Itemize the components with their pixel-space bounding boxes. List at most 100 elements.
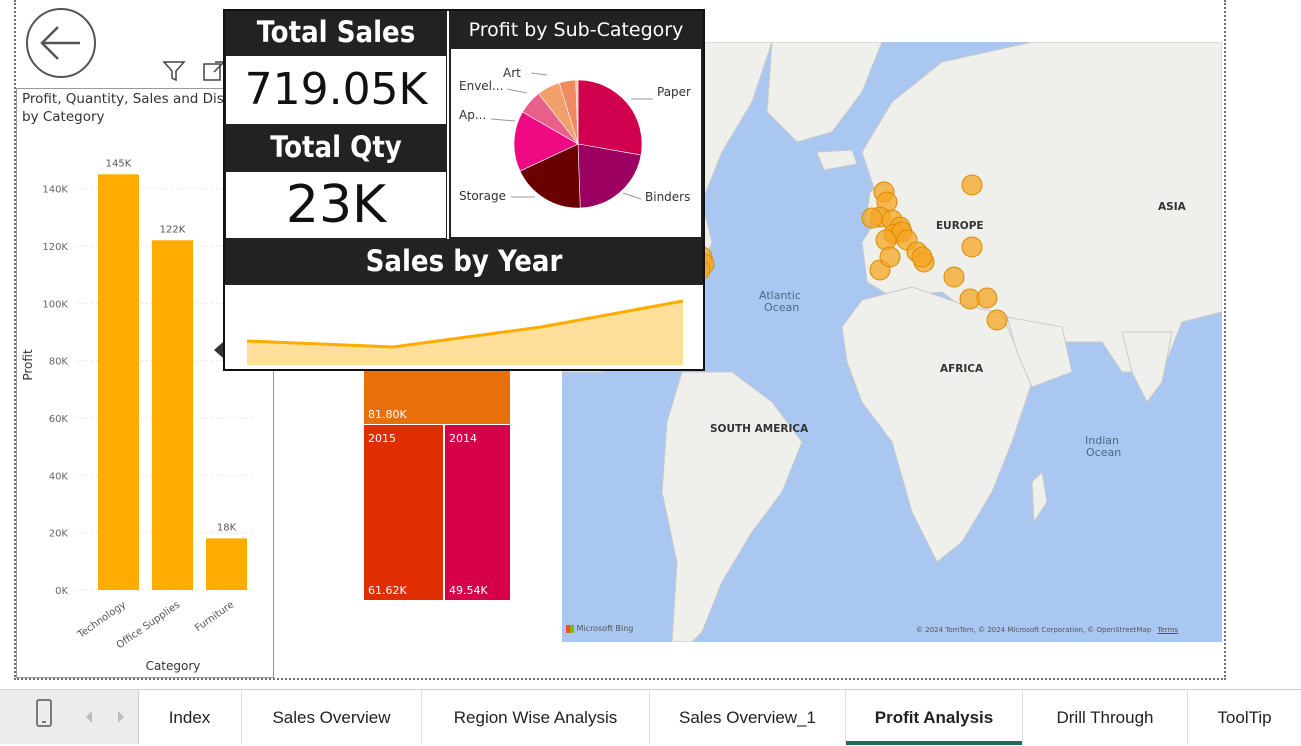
map-label-atlantic-ocean: Ocean xyxy=(764,301,800,314)
sales-by-year-chart xyxy=(246,299,684,365)
y-tick-label: 100K xyxy=(42,299,68,310)
pie-label: Binders xyxy=(645,190,690,204)
sales-area xyxy=(247,301,683,365)
treemap-cell-value: 61.62K xyxy=(368,584,407,597)
tab-sales-overview[interactable]: Sales Overview xyxy=(242,690,422,744)
sales-by-year-title: Sales by Year xyxy=(365,244,563,278)
bar-chart-title: Profit, Quantity, Sales and Dis by Categ… xyxy=(22,90,232,126)
treemap-cell-label: 2015 xyxy=(368,432,396,445)
x-tick-label: Furniture xyxy=(193,599,236,634)
y-tick-label: 0K xyxy=(55,586,68,597)
bar-data-label: 122K xyxy=(160,224,186,235)
tab-region-wise-analysis[interactable]: Region Wise Analysis xyxy=(422,690,650,744)
map-label-indian-ocean: Ocean xyxy=(1086,446,1122,459)
bing-logo: Microsoft Bing xyxy=(566,624,633,633)
tab-index[interactable]: Index xyxy=(138,690,242,744)
y-tick-label: 40K xyxy=(49,471,69,482)
map-copyright: © 2024 TomTom, © 2024 Microsoft Corporat… xyxy=(916,626,1178,634)
treemap-cell[interactable]: 2015 61.62K xyxy=(364,424,444,600)
pie-slice[interactable] xyxy=(513,111,579,172)
map-label-asia: ASIA xyxy=(1158,201,1186,213)
pie-slice[interactable] xyxy=(575,79,579,145)
map-label-south-america: SOUTH AMERICA xyxy=(710,423,809,435)
pie-slice[interactable] xyxy=(519,143,581,209)
y-tick-label: 20K xyxy=(49,529,69,540)
map-bubble[interactable] xyxy=(976,287,998,309)
y-tick-label: 140K xyxy=(42,185,68,196)
treemap-cell-value: 49.54K xyxy=(449,584,488,597)
tab-tooltip[interactable]: ToolTip xyxy=(1188,690,1301,744)
sales-line xyxy=(246,299,684,349)
y-axis-title: Profit xyxy=(21,349,35,381)
y-tick-label: 80K xyxy=(49,357,69,368)
pie-slice[interactable] xyxy=(577,143,642,209)
map-copyright-text: © 2024 TomTom, © 2024 Microsoft Corporat… xyxy=(916,626,1152,634)
treemap-cell-value: 81.80K xyxy=(368,408,407,421)
filter-icon[interactable] xyxy=(162,60,186,82)
pie-chart-title: Profit by Sub-Category xyxy=(468,19,684,41)
bar[interactable] xyxy=(152,240,193,590)
map-bubble[interactable] xyxy=(986,309,1008,331)
pie-label: Paper xyxy=(657,85,691,99)
bar-chart: 0K 20K 40K 60K 80K 100K 120K 140K 145K Technology… xyxy=(21,158,256,673)
treemap-cell[interactable]: 81.80K xyxy=(364,370,510,424)
pie-leader-line xyxy=(490,118,516,122)
y-tick-label: 60K xyxy=(49,414,69,425)
bar[interactable] xyxy=(98,174,139,591)
chevron-left-icon[interactable] xyxy=(84,710,94,724)
map-bubble[interactable] xyxy=(961,174,983,196)
map-label-indian: Indian xyxy=(1085,434,1119,447)
bar[interactable] xyxy=(206,538,247,590)
map-label-europe: EUROPE xyxy=(936,220,984,232)
back-button[interactable] xyxy=(26,8,96,78)
total-sales-header: Total Sales xyxy=(225,11,447,55)
x-tick-label: Technology xyxy=(75,599,128,641)
total-qty-card: 23K xyxy=(225,171,447,239)
total-sales-label: Total Sales xyxy=(256,15,416,49)
tab-label: Region Wise Analysis xyxy=(453,708,618,727)
land-india xyxy=(1121,331,1173,403)
tab-label: Drill Through xyxy=(1056,708,1154,727)
tab-label: ToolTip xyxy=(1217,708,1272,727)
map-bubble[interactable] xyxy=(861,207,883,229)
tab-label: Profit Analysis xyxy=(874,708,994,727)
map-bubble[interactable] xyxy=(879,246,901,268)
back-arrow-icon xyxy=(40,26,80,60)
map-label-atlantic: Atlantic xyxy=(759,289,801,302)
pie-leader-line xyxy=(530,72,548,76)
land-south-america xyxy=(661,371,803,642)
pie-label: Ap... xyxy=(459,108,486,122)
mobile-layout-icon[interactable] xyxy=(34,698,54,728)
total-sales-value: 719.05K xyxy=(244,64,428,115)
bar-data-label: 145K xyxy=(106,158,132,169)
tab-label: Sales Overview_1 xyxy=(678,708,816,727)
map-terms-link[interactable]: Terms xyxy=(1157,626,1179,634)
total-qty-label: Total Qty xyxy=(270,130,402,164)
bar-chart-visual[interactable] xyxy=(16,88,274,678)
x-axis-title: Category xyxy=(146,659,201,673)
pie-label: Art xyxy=(503,66,521,80)
bing-logo-icon xyxy=(566,624,574,633)
tooltip-page: Total Sales 719.05K Total Qty 23K Profit… xyxy=(223,9,705,371)
tab-label: Sales Overview xyxy=(272,708,391,727)
land-africa xyxy=(841,286,1033,563)
tab-profit-analysis[interactable]: Profit Analysis xyxy=(846,690,1023,745)
pie-label: Storage xyxy=(459,189,506,203)
tab-label: Index xyxy=(168,708,211,727)
total-qty-value: 23K xyxy=(285,175,387,235)
pie-label: Envel... xyxy=(459,79,503,93)
sales-by-year-header: Sales by Year xyxy=(225,239,703,285)
treemap-cell[interactable]: 2014 49.54K xyxy=(445,424,510,600)
bar-data-label: 18K xyxy=(217,522,237,533)
bing-logo-text: Microsoft Bing xyxy=(576,624,634,633)
map-bubble[interactable] xyxy=(911,246,933,268)
land-greenland xyxy=(766,42,883,143)
chevron-right-icon[interactable] xyxy=(116,710,126,724)
map-bubble[interactable] xyxy=(961,236,983,258)
tab-sales-overview-1[interactable]: Sales Overview_1 xyxy=(650,690,846,744)
treemap-cell-label: 2014 xyxy=(449,432,477,445)
tab-drill-through[interactable]: Drill Through xyxy=(1023,690,1188,744)
pie-slice[interactable] xyxy=(577,79,643,156)
map-bubble[interactable] xyxy=(943,266,965,288)
